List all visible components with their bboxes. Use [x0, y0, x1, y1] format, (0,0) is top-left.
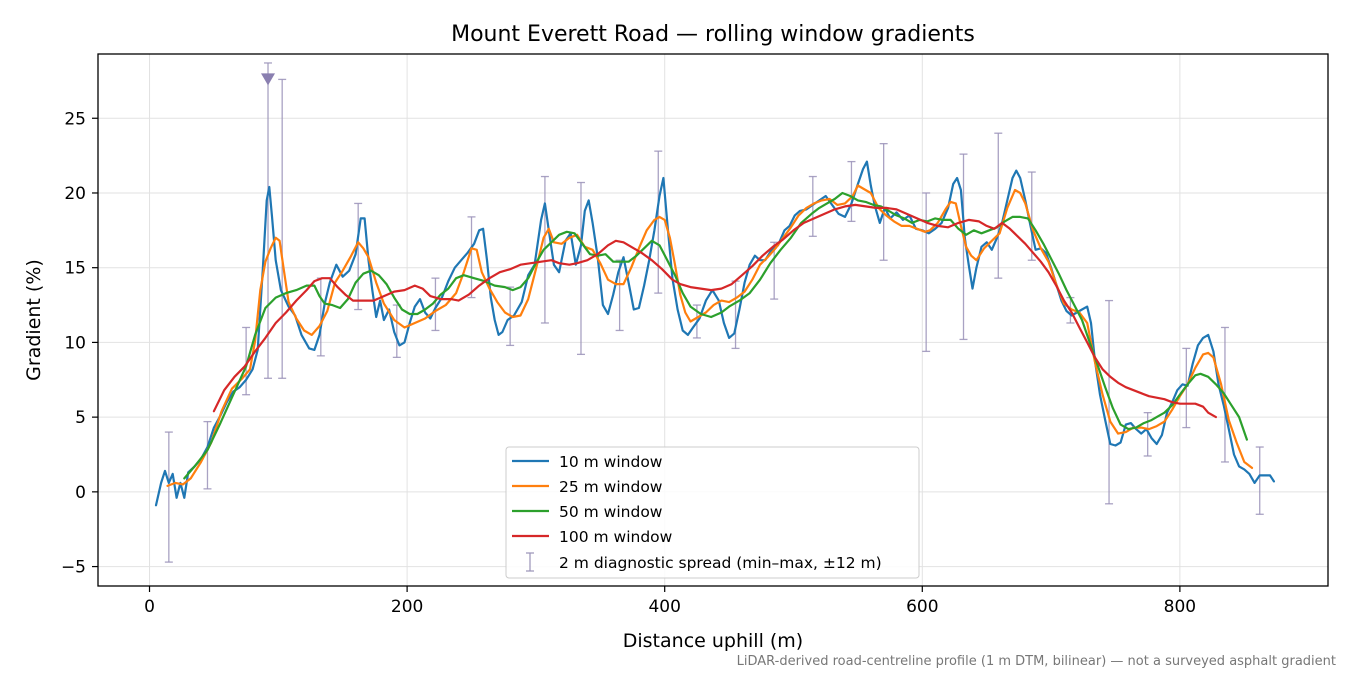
y-tick-label: −5: [61, 558, 86, 578]
y-tick-label: 25: [64, 109, 86, 129]
x-tick-label: 600: [906, 597, 938, 617]
chart-title: Mount Everett Road — rolling window grad…: [451, 22, 975, 47]
x-tick-label: 200: [391, 597, 423, 617]
legend-label-100m: 100 m window: [559, 528, 673, 546]
diagnostic-spread-bars: [164, 62, 1264, 563]
footnote: LiDAR-derived road-centreline profile (1…: [737, 654, 1336, 669]
clipped-value-marker: [261, 73, 276, 86]
series-line-3: [212, 203, 1217, 419]
legend: 10 m window 25 m window 50 m window 100 …: [505, 446, 920, 579]
legend-swatch-spread: [526, 552, 534, 572]
y-tick-label: 0: [75, 483, 86, 503]
x-tick-label: 400: [648, 597, 680, 617]
legend-label-10m: 10 m window: [559, 453, 663, 471]
y-tick-label: 5: [75, 408, 86, 428]
x-axis-ticks: 0 200 400 600 800: [144, 586, 1196, 617]
clip-markers: [261, 73, 276, 86]
y-axis-ticks: −5 0 5 10 15 20 25: [61, 109, 98, 578]
y-tick-label: 20: [64, 184, 86, 204]
x-axis-label: Distance uphill (m): [623, 630, 803, 652]
legend-label-50m: 50 m window: [559, 503, 663, 521]
series-lines: [154, 160, 1275, 507]
legend-label-25m: 25 m window: [559, 478, 663, 496]
x-tick-label: 0: [144, 597, 155, 617]
legend-box: [505, 446, 920, 579]
y-axis-label: Gradient (%): [23, 259, 45, 381]
x-tick-label: 800: [1164, 597, 1196, 617]
plot-frame: [97, 53, 1329, 587]
legend-label-spread: 2 m diagnostic spread (min–max, ±12 m): [559, 554, 882, 572]
grid: [98, 54, 1328, 586]
y-tick-label: 10: [64, 333, 86, 353]
series-line-2: [183, 191, 1248, 480]
y-tick-label: 15: [64, 259, 86, 279]
